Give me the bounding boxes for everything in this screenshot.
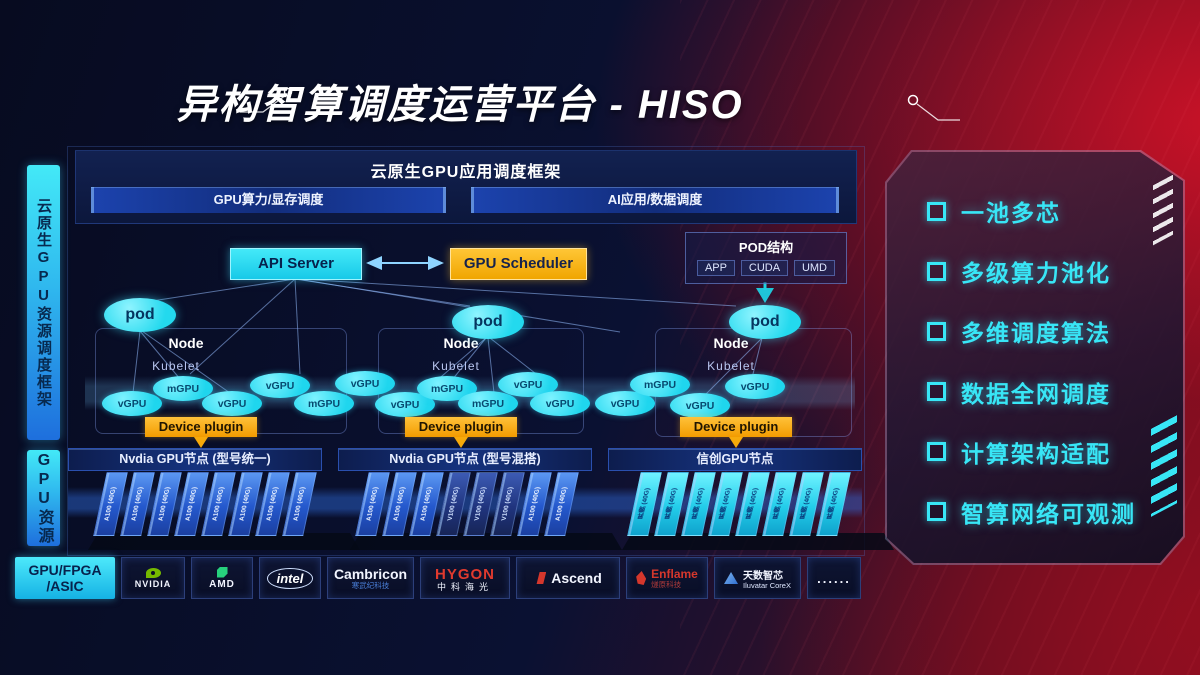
vendor-ascend: Ascend — [516, 557, 620, 599]
vendor-category-label: GPU/FPGA /ASIC — [15, 557, 115, 599]
gpu-ellipse: vGPU — [102, 391, 162, 416]
device-plugin-label: Device plugin — [680, 417, 792, 437]
vendor-more: ...... — [807, 557, 861, 599]
square-bullet-icon — [927, 322, 946, 341]
page-title: 异构智算调度运营平台 - HISO — [176, 83, 744, 127]
device-plugin-label: Device plugin — [145, 417, 257, 437]
square-bullet-icon — [927, 202, 946, 221]
square-bullet-icon — [927, 382, 946, 401]
feature-item: 多级算力池化 — [927, 254, 1165, 288]
gpu-scheduler-box: GPU Scheduler — [450, 248, 587, 280]
feature-item: 智算网络可观测 — [927, 495, 1165, 529]
pod-structure-item-app: APP — [696, 260, 735, 276]
vendor-iluvatar: 天数智芯 Iluvatar CoreX — [714, 557, 801, 599]
gpu-ellipse: mGPU — [630, 372, 690, 397]
framework-panel: 云原生GPU应用调度框架 GPU算力/显存调度 AI应用/数据调度 — [75, 150, 857, 224]
kubelet-label: Kubelet — [152, 359, 200, 373]
gpu-ellipse: vGPU — [335, 371, 395, 396]
iluvatar-logo-icon — [724, 572, 739, 584]
framework-title: 云原生GPU应用调度框架 — [370, 164, 562, 181]
vendor-enflame: Enflame 燧原科技 — [626, 557, 708, 599]
vendor-label-line1: GPU/FPGA — [28, 562, 102, 578]
gpu-ellipse: vGPU — [530, 391, 590, 416]
vendor-label-line2: /ASIC — [46, 578, 84, 594]
kubelet-label: Kubelet — [707, 359, 755, 373]
sidebar-label-gpu-resources: GPU资源 — [27, 450, 60, 546]
gpu-ellipse: vGPU — [375, 392, 435, 417]
intel-logo-icon: intel — [266, 567, 314, 589]
pod-structure-title: POD结构 — [738, 240, 794, 255]
api-server-box: API Server — [230, 248, 362, 280]
square-bullet-icon — [927, 502, 946, 521]
vendor-cambricon: Cambricon 寒武纪科技 — [327, 557, 414, 599]
gpu-ellipse: vGPU — [250, 373, 310, 398]
gpu-ellipse: vGPU — [670, 393, 730, 418]
nvidia-logo-icon — [145, 567, 161, 578]
gpu-node-header-mixed: Nvdia GPU节点 (型号混搭) — [338, 448, 592, 471]
pod-structure-box: POD结构 APP CUDA UMD — [685, 232, 847, 284]
amd-logo-icon — [216, 566, 228, 578]
gpu-node-header-xinchuang: 信创GPU节点 — [608, 448, 862, 471]
gpu-cards-platform — [622, 533, 894, 550]
gpu-ellipse: vGPU — [725, 374, 785, 399]
gpu-cards-platform — [88, 533, 360, 550]
vendor-row: GPU/FPGA /ASIC NVIDIA AMD intel Cambrico… — [15, 557, 861, 599]
features-panel: 一池多芯 多级算力池化 多维调度算法 数据全网调度 计算架构适配 智算网络可观测 — [885, 150, 1185, 565]
node-label: Node — [713, 335, 749, 351]
gpu-node-header-uniform: Nvdia GPU节点 (型号统一) — [68, 448, 322, 471]
pod-ellipse-middle: pod — [452, 305, 524, 339]
feature-item: 数据全网调度 — [927, 375, 1165, 409]
gpu-cards-platform — [350, 533, 622, 550]
square-bullet-icon — [927, 442, 946, 461]
gpu-ellipse: mGPU — [458, 391, 518, 416]
feature-item: 多维调度算法 — [927, 314, 1165, 348]
kubelet-label: Kubelet — [432, 359, 480, 373]
enflame-logo-icon — [636, 571, 647, 585]
square-bullet-icon — [927, 262, 946, 281]
node-label: Node — [168, 335, 204, 351]
gpu-ellipse: vGPU — [202, 391, 262, 416]
feature-item: 一池多芯 — [927, 194, 1165, 228]
features-panel-inner: 一池多芯 多级算力池化 多维调度算法 数据全网调度 计算架构适配 智算网络可观测 — [887, 152, 1183, 563]
pod-ellipse-right: pod — [729, 305, 801, 339]
vendor-amd: AMD — [191, 557, 253, 599]
vendor-nvidia: NVIDIA — [121, 557, 185, 599]
vendor-hygon: HYGON 中科海光 — [420, 557, 510, 599]
gpu-ellipse: mGPU — [294, 391, 354, 416]
framework-bar-ai-data: AI应用/数据调度 — [471, 187, 839, 213]
pod-structure-item-umd: UMD — [793, 260, 836, 276]
vendor-intel: intel — [259, 557, 321, 599]
gpu-ellipse: mGPU — [153, 376, 213, 401]
pod-ellipse-left: pod — [104, 298, 176, 332]
sidebar-label-scheduling-framework: 云原生GPU资源调度框架 — [27, 165, 60, 440]
device-plugin-label: Device plugin — [405, 417, 517, 437]
framework-bar-gpu-compute: GPU算力/显存调度 — [91, 187, 446, 213]
ascend-logo-icon — [536, 572, 547, 584]
node-label: Node — [443, 335, 479, 351]
diagram-frame — [67, 146, 865, 556]
feature-item: 计算架构适配 — [927, 435, 1165, 469]
pod-structure-item-cuda: CUDA — [740, 260, 789, 276]
